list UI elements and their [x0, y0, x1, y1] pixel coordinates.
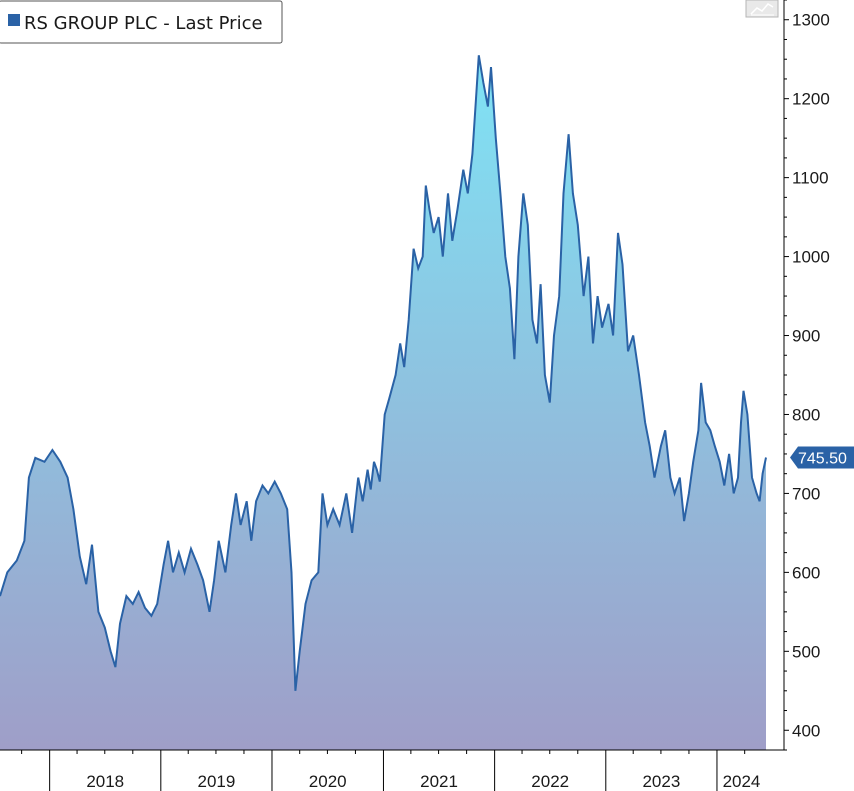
- x-tick-label: 2021: [420, 772, 458, 791]
- y-tick-label: 400: [792, 721, 820, 740]
- x-tick-label: 2020: [309, 772, 347, 791]
- legend-box: [0, 0, 283, 44]
- price-area-fill: [0, 55, 766, 751]
- x-tick-label: 2022: [531, 772, 569, 791]
- y-tick-label: 1300: [792, 11, 830, 30]
- plot-area: [0, 55, 767, 751]
- last-price-tag: [790, 446, 854, 469]
- y-tick-label: 500: [792, 642, 820, 661]
- x-tick-label: 2018: [86, 772, 124, 791]
- y-tick-label: 900: [792, 327, 820, 346]
- y-tick-label: 1200: [792, 90, 830, 109]
- y-tick-label: 600: [792, 563, 820, 582]
- legend: RS GROUP PLC - Last Price: [0, 0, 283, 44]
- x-tick-label: 2023: [642, 772, 680, 791]
- y-axis: 400 500 600 700 800 900 1000 1100 1200 1300: [783, 0, 830, 751]
- x-tick-label: 2019: [197, 772, 235, 791]
- y-tick-label: 700: [792, 484, 820, 503]
- legend-label: RS GROUP PLC - Last Price: [24, 13, 263, 34]
- chart-line-icon[interactable]: [745, 0, 779, 18]
- y-tick-label: 1100: [792, 169, 829, 188]
- last-price-value: 745.50: [798, 451, 847, 468]
- x-tick-label: 2024: [723, 772, 761, 791]
- x-axis: 2018 2019 2020 2021 2022 2023 2024: [0, 749, 784, 791]
- price-line: [0, 55, 767, 691]
- y-tick-label: 800: [792, 405, 820, 424]
- legend-swatch: [8, 14, 20, 26]
- y-tick-label: 1000: [792, 248, 830, 267]
- last-price-label: 745.50: [790, 446, 854, 469]
